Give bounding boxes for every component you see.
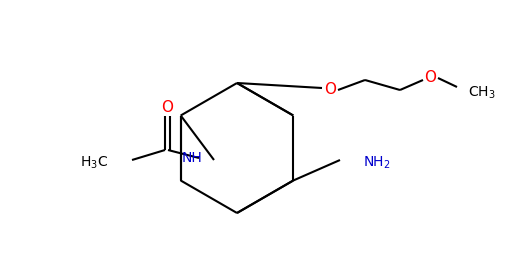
Text: NH: NH (181, 151, 202, 165)
Text: NH$_2$: NH$_2$ (363, 155, 391, 171)
Text: O: O (424, 70, 436, 86)
Text: H$_3$C: H$_3$C (80, 155, 108, 171)
Text: CH$_3$: CH$_3$ (468, 85, 496, 101)
Text: O: O (161, 100, 173, 115)
Text: O: O (324, 83, 336, 97)
